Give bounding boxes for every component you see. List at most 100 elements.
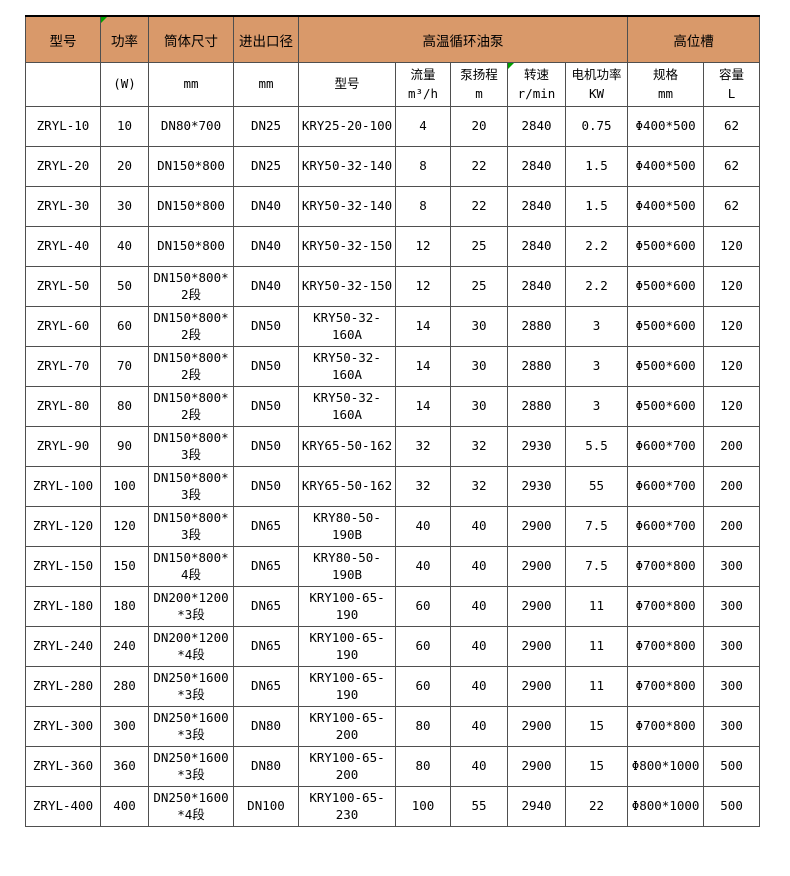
sub-header-unit: m bbox=[475, 85, 483, 101]
table-cell: 2930 bbox=[507, 466, 566, 507]
table-cell: 2900 bbox=[507, 586, 566, 627]
table-cell: 200 bbox=[703, 466, 761, 507]
table-cell: DN150*800*3段 bbox=[148, 426, 234, 467]
table-cell: 120 bbox=[703, 346, 761, 387]
table-cell: 30 bbox=[100, 186, 149, 227]
table-cell: KRY25-20-100 bbox=[298, 106, 396, 147]
table-cell: 40 bbox=[450, 746, 508, 787]
sub-header-unit: KW bbox=[589, 85, 605, 101]
table-row: ZRYL-50 50 DN150*800*2段 DN40 KRY50-32-150 12 2… bbox=[25, 266, 761, 307]
table-cell: Φ400*500 bbox=[627, 146, 705, 187]
table-cell: 3 bbox=[564, 386, 629, 427]
table-cell: 20 bbox=[100, 146, 149, 187]
table-cell: Φ800*1000 bbox=[627, 786, 705, 827]
table-cell: DN250*1600*3段 bbox=[148, 706, 234, 747]
table-cell: 11 bbox=[564, 626, 629, 667]
table-cell: KRY100-65-190 bbox=[298, 666, 396, 707]
table-cell: Φ700*800 bbox=[627, 586, 705, 627]
table-cell: 2840 bbox=[507, 146, 566, 187]
table-cell: 200 bbox=[703, 506, 761, 547]
table-cell: 3 bbox=[564, 346, 629, 387]
table-row: ZRYL-30 30 DN150*800 DN40 KRY50-32-140 8 22 284… bbox=[25, 186, 761, 227]
table-cell: 0.75 bbox=[564, 106, 629, 147]
table-cell: Φ600*700 bbox=[627, 426, 705, 467]
table-cell: KRY100-65-200 bbox=[298, 706, 396, 747]
table-cell: KRY100-65-190 bbox=[298, 586, 396, 627]
table-cell: 2840 bbox=[507, 106, 566, 147]
table-cell: 2840 bbox=[507, 226, 566, 267]
table-cell: Φ700*800 bbox=[627, 666, 705, 707]
table-cell: DN150*800 bbox=[148, 226, 234, 267]
table-cell: KRY65-50-162 bbox=[298, 466, 396, 507]
table-cell: Φ800*1000 bbox=[627, 746, 705, 787]
sub-header-label: mm bbox=[183, 76, 199, 92]
table-cell: 2900 bbox=[507, 506, 566, 547]
group-header-elevated-tank: 高位槽 bbox=[627, 15, 761, 63]
table-cell: 12 bbox=[395, 266, 451, 307]
table-row: ZRYL-180 180 DN200*1200*3段 DN65 KRY100-65-19… bbox=[25, 586, 761, 627]
table-cell: 300 bbox=[100, 706, 149, 747]
table-row: ZRYL-40 40 DN150*800 DN40 KRY50-32-150 12 25 28… bbox=[25, 226, 761, 267]
table-cell: ZRYL-60 bbox=[25, 306, 101, 347]
table-cell: 22 bbox=[450, 186, 508, 227]
table-cell: KRY50-32-160A bbox=[298, 306, 396, 347]
sub-header-col7: 泵扬程 m bbox=[450, 62, 508, 107]
table-cell: 40 bbox=[450, 586, 508, 627]
table-cell: 70 bbox=[100, 346, 149, 387]
table-cell: 2900 bbox=[507, 546, 566, 587]
table-cell: 400 bbox=[100, 786, 149, 827]
table-cell: 120 bbox=[100, 506, 149, 547]
table-cell: 2900 bbox=[507, 746, 566, 787]
table-cell: DN200*1200*3段 bbox=[148, 586, 234, 627]
table-row: ZRYL-300 300 DN250*1600*3段 DN80 KRY100-65-20… bbox=[25, 706, 761, 747]
table-cell: ZRYL-120 bbox=[25, 506, 101, 547]
table-cell: Φ600*700 bbox=[627, 466, 705, 507]
table-cell: 300 bbox=[703, 706, 761, 747]
table-cell: KRY65-50-162 bbox=[298, 426, 396, 467]
table-cell: 2880 bbox=[507, 346, 566, 387]
group-header-power: 功率 bbox=[100, 15, 149, 63]
sub-header-col10: 规格 mm bbox=[627, 62, 705, 107]
header-row-groups: 型号 功率 筒体尺寸 进出口径 高温循环油泵 高位槽 bbox=[25, 15, 761, 63]
table-cell: 300 bbox=[703, 546, 761, 587]
table-cell: 300 bbox=[703, 586, 761, 627]
table-cell: KRY50-32-160A bbox=[298, 386, 396, 427]
sub-header-label: 泵扬程 bbox=[460, 67, 498, 83]
table-cell: 22 bbox=[450, 146, 508, 187]
table-cell: DN250*1600*4段 bbox=[148, 786, 234, 827]
table-cell: Φ700*800 bbox=[627, 706, 705, 747]
table-cell: DN50 bbox=[233, 466, 299, 507]
table-cell: 1.5 bbox=[564, 186, 629, 227]
sub-header-col4: mm bbox=[233, 62, 299, 107]
table-cell: Φ400*500 bbox=[627, 186, 705, 227]
table-cell: 150 bbox=[100, 546, 149, 587]
spec-table: 型号 功率 筒体尺寸 进出口径 高温循环油泵 高位槽 (W) mm mm 型号 流量 m³/h 泵扬程… bbox=[25, 15, 761, 827]
table-cell: DN40 bbox=[233, 266, 299, 307]
sub-header-label: 转速 bbox=[523, 67, 549, 83]
table-cell: DN80 bbox=[233, 706, 299, 747]
table-cell: ZRYL-400 bbox=[25, 786, 101, 827]
table-cell: 62 bbox=[703, 186, 761, 227]
table-cell: 120 bbox=[703, 386, 761, 427]
sub-header-col2: (W) bbox=[100, 62, 149, 107]
sub-header-col5: 型号 bbox=[298, 62, 396, 107]
table-cell: 500 bbox=[703, 746, 761, 787]
table-cell: 62 bbox=[703, 106, 761, 147]
table-row: ZRYL-400 400 DN250*1600*4段 DN100 KRY100-65-2… bbox=[25, 786, 761, 827]
table-cell: 3 bbox=[564, 306, 629, 347]
table-cell: Φ500*600 bbox=[627, 386, 705, 427]
table-cell: ZRYL-180 bbox=[25, 586, 101, 627]
table-cell: 8 bbox=[395, 186, 451, 227]
table-cell: 2940 bbox=[507, 786, 566, 827]
table-cell: 80 bbox=[100, 386, 149, 427]
table-cell: 30 bbox=[450, 386, 508, 427]
table-cell: 200 bbox=[703, 426, 761, 467]
table-cell: Φ500*600 bbox=[627, 226, 705, 267]
table-cell: 40 bbox=[450, 546, 508, 587]
table-cell: 32 bbox=[395, 466, 451, 507]
table-cell: 240 bbox=[100, 626, 149, 667]
table-cell: 120 bbox=[703, 266, 761, 307]
table-cell: Φ400*500 bbox=[627, 106, 705, 147]
sub-header-label: mm bbox=[258, 76, 274, 92]
table-cell: DN65 bbox=[233, 626, 299, 667]
